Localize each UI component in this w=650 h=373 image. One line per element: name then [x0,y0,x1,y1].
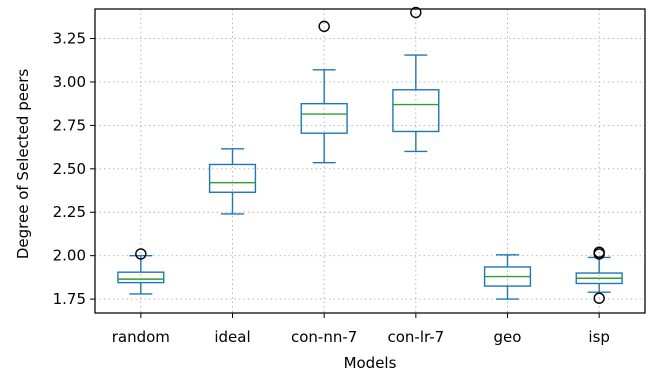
y-axis-ticks: 1.75 2.00 2.25 2.50 2.75 3.00 3.25 [53,30,95,308]
x-tick-label: isp [588,328,610,346]
y-tick-label: 2.25 [53,203,86,221]
y-tick-label: 2.50 [53,160,86,178]
iqr-box [392,89,440,133]
box-con-lr-7 [392,6,440,153]
outlier-point [593,292,605,304]
outlier-point [135,248,147,260]
outlier-point [410,6,422,19]
box-con-nn-7 [300,20,348,164]
iqr-box [300,102,348,134]
y-tick-label: 3.25 [53,30,86,48]
y-tick-label: 2.00 [53,247,86,265]
box-random [117,248,165,295]
grid-lines [95,9,645,313]
x-tick-label: con-lr-7 [387,328,444,346]
outlier-point [318,20,330,33]
x-axis-ticks: random ideal con-nn-7 con-lr-7 geo isp [112,313,610,346]
box-geo [483,254,532,300]
y-axis-label: Degree of Selected peers [14,69,32,260]
x-tick-label: geo [494,328,522,346]
plot-area-frame [94,8,646,314]
outlier-point [593,246,605,258]
x-axis-label: Models [344,354,397,372]
y-tick-label: 1.75 [53,290,86,308]
box-plot-series [117,6,623,304]
x-tick-label: con-nn-7 [291,328,357,346]
iqr-box [117,271,165,284]
x-tick-label: random [112,328,170,346]
box-ideal [208,148,257,215]
y-tick-label: 2.75 [53,116,86,134]
y-tick-label: 3.00 [53,73,86,91]
box-isp [575,246,623,304]
x-tick-label: ideal [214,328,250,346]
iqr-box [208,163,257,193]
